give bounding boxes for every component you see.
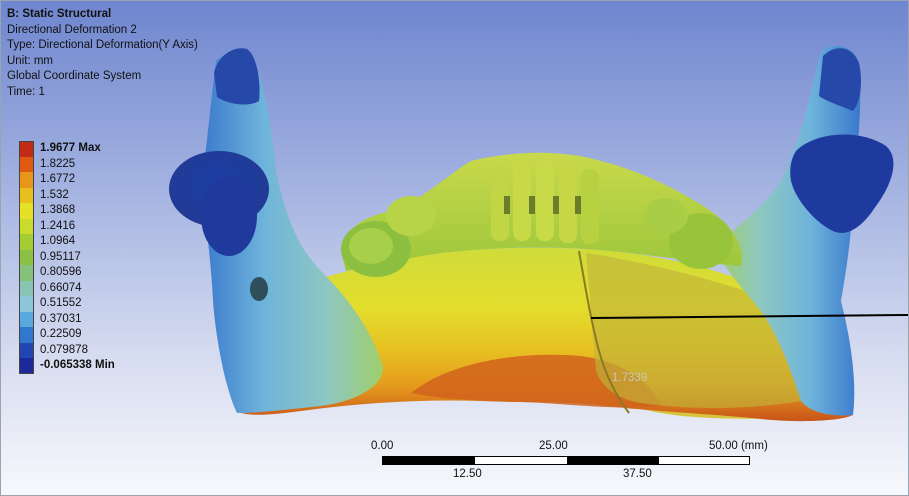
- analysis-title: B: Static Structural: [7, 7, 198, 23]
- scale-label-0: 0.00: [371, 440, 393, 452]
- legend-color-swatch: [19, 343, 34, 359]
- legend-color-swatch: [19, 188, 34, 204]
- legend-color-swatch: [19, 327, 34, 343]
- legend-color-swatch: [19, 219, 34, 235]
- scale-label-12-5: 12.50: [453, 468, 482, 480]
- scale-segment-1: [383, 457, 475, 464]
- scale-label-50: 50.00 (mm): [709, 440, 768, 452]
- legend-color-swatch: [19, 281, 34, 297]
- legend-color-swatch: [19, 265, 34, 281]
- result-unit: Unit: mm: [7, 54, 198, 70]
- legend-value-label[interactable]: 1.2416: [40, 219, 75, 235]
- legend-value-label[interactable]: 0.66074: [40, 281, 82, 297]
- result-time: Time: 1: [7, 85, 198, 101]
- legend-value-label[interactable]: 0.079878: [40, 343, 88, 359]
- legend-color-swatch: [19, 203, 34, 219]
- legend-value-label[interactable]: -0.065338 Min: [40, 358, 115, 374]
- legend-color-swatch: [19, 296, 34, 312]
- legend-color-swatch: [19, 157, 34, 173]
- legend-value-label[interactable]: 1.3868: [40, 203, 75, 219]
- legend-value-label[interactable]: 1.532: [40, 188, 69, 204]
- legend-value-label[interactable]: 1.6772: [40, 172, 75, 188]
- result-name: Directional Deformation 2: [7, 23, 198, 39]
- scale-label-25: 25.00: [539, 440, 568, 452]
- legend-color-swatch: [19, 141, 34, 157]
- legend-color-swatch: [19, 358, 34, 374]
- legend-color-swatch: [19, 234, 34, 250]
- legend-value-label[interactable]: 0.51552: [40, 296, 82, 312]
- legend-value-label[interactable]: 1.8225: [40, 157, 75, 173]
- legend-color-swatch: [19, 172, 34, 188]
- probe-value-label[interactable]: 1.7339: [612, 372, 647, 384]
- legend-value-label[interactable]: 0.22509: [40, 327, 82, 343]
- legend-value-label[interactable]: 1.9677 Max: [40, 141, 101, 157]
- legend-value-label[interactable]: 0.95117: [40, 250, 81, 266]
- coordinate-system: Global Coordinate System: [7, 69, 198, 85]
- scale-label-37-5: 37.50: [623, 468, 652, 480]
- scale-segment-3: [567, 457, 659, 464]
- legend-color-swatch: [19, 312, 34, 328]
- legend-value-label[interactable]: 0.80596: [40, 265, 82, 281]
- legend-value-label[interactable]: 0.37031: [40, 312, 82, 328]
- legend-value-label[interactable]: 1.0964: [40, 234, 75, 250]
- result-type: Type: Directional Deformation(Y Axis): [7, 38, 198, 54]
- scale-bar: [382, 456, 750, 465]
- result-info-block: B: Static Structural Directional Deforma…: [7, 7, 198, 101]
- legend-color-swatch: [19, 250, 34, 266]
